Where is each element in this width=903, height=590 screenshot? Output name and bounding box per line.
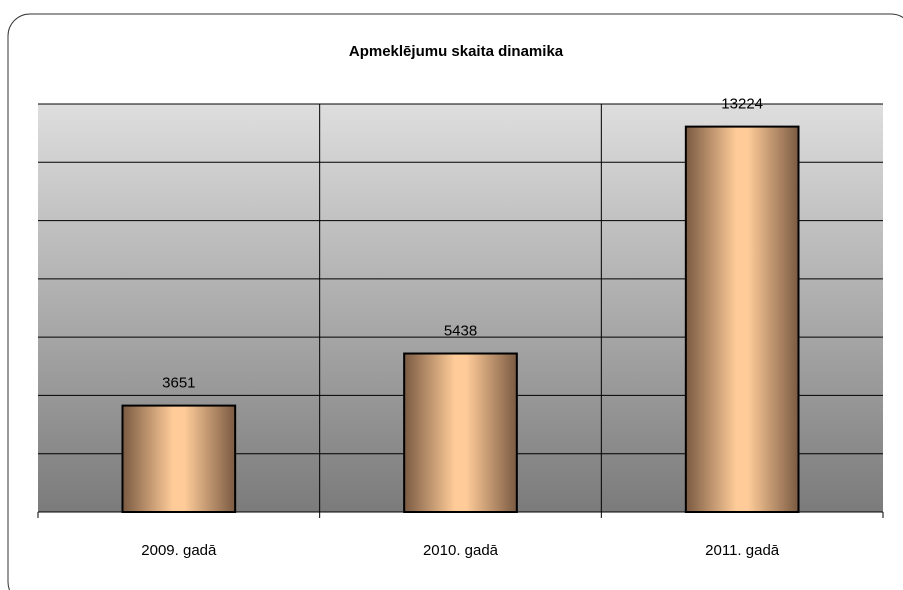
data-label: 5438 xyxy=(444,322,477,339)
data-label: 3651 xyxy=(162,375,195,392)
bar xyxy=(121,404,237,513)
bar xyxy=(403,352,518,513)
x-tick-label: 2011. gadā xyxy=(705,542,780,559)
bar xyxy=(684,125,800,513)
chart-title: Apmeklējumu skaita dinamika xyxy=(349,43,564,60)
x-tick-label: 2009. gadā xyxy=(141,542,217,559)
x-tick-label: 2010. gadā xyxy=(423,542,499,559)
data-label: 13224 xyxy=(721,96,763,113)
